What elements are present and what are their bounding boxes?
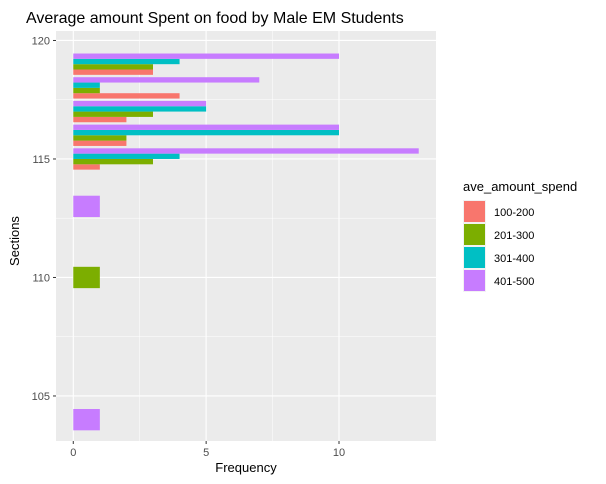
bar-100-200-section-116 xyxy=(73,140,127,146)
bar-100-200-section-115 xyxy=(73,164,100,170)
y-tick-label: 110 xyxy=(32,272,50,284)
bars-group xyxy=(73,53,419,431)
bar-201-300-section-119 xyxy=(73,64,153,70)
legend-title: ave_amount_spend xyxy=(463,179,577,194)
chart-title: Average amount Spent on food by Male EM … xyxy=(26,10,404,27)
y-tick-label: 120 xyxy=(32,35,50,47)
bar-401-500-section-119 xyxy=(73,53,340,59)
bar-201-300-section-118 xyxy=(73,87,100,94)
bar-401-500-section-104 xyxy=(73,409,100,431)
legend-label-301-400: 301-400 xyxy=(494,253,534,265)
bar-401-500-section-116 xyxy=(73,124,340,130)
bar-301-400-section-118 xyxy=(73,82,100,88)
bar-201-300-section-110 xyxy=(73,266,100,289)
y-tick-label: 105 xyxy=(32,391,50,403)
legend: ave_amount_spend 100-200 201-300 301-400 40… xyxy=(463,179,577,292)
bar-201-300-section-115 xyxy=(73,158,153,165)
y-axis-ticks: 105 110 115 120 xyxy=(32,35,56,403)
legend-swatch-301-400 xyxy=(464,247,485,268)
bar-401-500-section-118 xyxy=(73,77,260,83)
y-tick-label: 115 xyxy=(32,154,50,166)
x-tick-label: 10 xyxy=(333,447,345,459)
bar-401-500-section-117 xyxy=(73,100,207,107)
bar-301-400-section-115 xyxy=(73,153,180,159)
bar-201-300-section-116 xyxy=(73,135,127,141)
legend-label-401-500: 401-500 xyxy=(494,276,534,288)
bar-301-400-section-117 xyxy=(73,106,207,112)
plot-panel xyxy=(56,31,436,441)
x-tick-label: 0 xyxy=(70,447,76,459)
bar-401-500-section-115 xyxy=(73,148,419,154)
legend-label-100-200: 100-200 xyxy=(494,207,534,219)
x-axis-title: Frequency xyxy=(215,460,277,475)
grid-lines xyxy=(56,31,436,441)
legend-swatch-100-200 xyxy=(464,201,485,222)
x-tick-label: 5 xyxy=(203,447,209,459)
x-axis-ticks: 0 5 10 xyxy=(70,441,345,459)
bar-100-200-section-117 xyxy=(73,116,127,123)
y-axis-title: Sections xyxy=(7,216,22,266)
legend-label-201-300: 201-300 xyxy=(494,230,534,242)
bar-301-400-section-116 xyxy=(73,129,340,136)
bar-100-200-section-119 xyxy=(73,69,153,75)
bar-100-200-section-118 xyxy=(73,93,180,99)
bar-301-400-section-119 xyxy=(73,58,180,65)
legend-swatch-401-500 xyxy=(464,270,485,291)
bar-201-300-section-117 xyxy=(73,111,153,117)
bar-401-500-section-113 xyxy=(73,195,100,218)
legend-swatch-201-300 xyxy=(464,224,485,245)
